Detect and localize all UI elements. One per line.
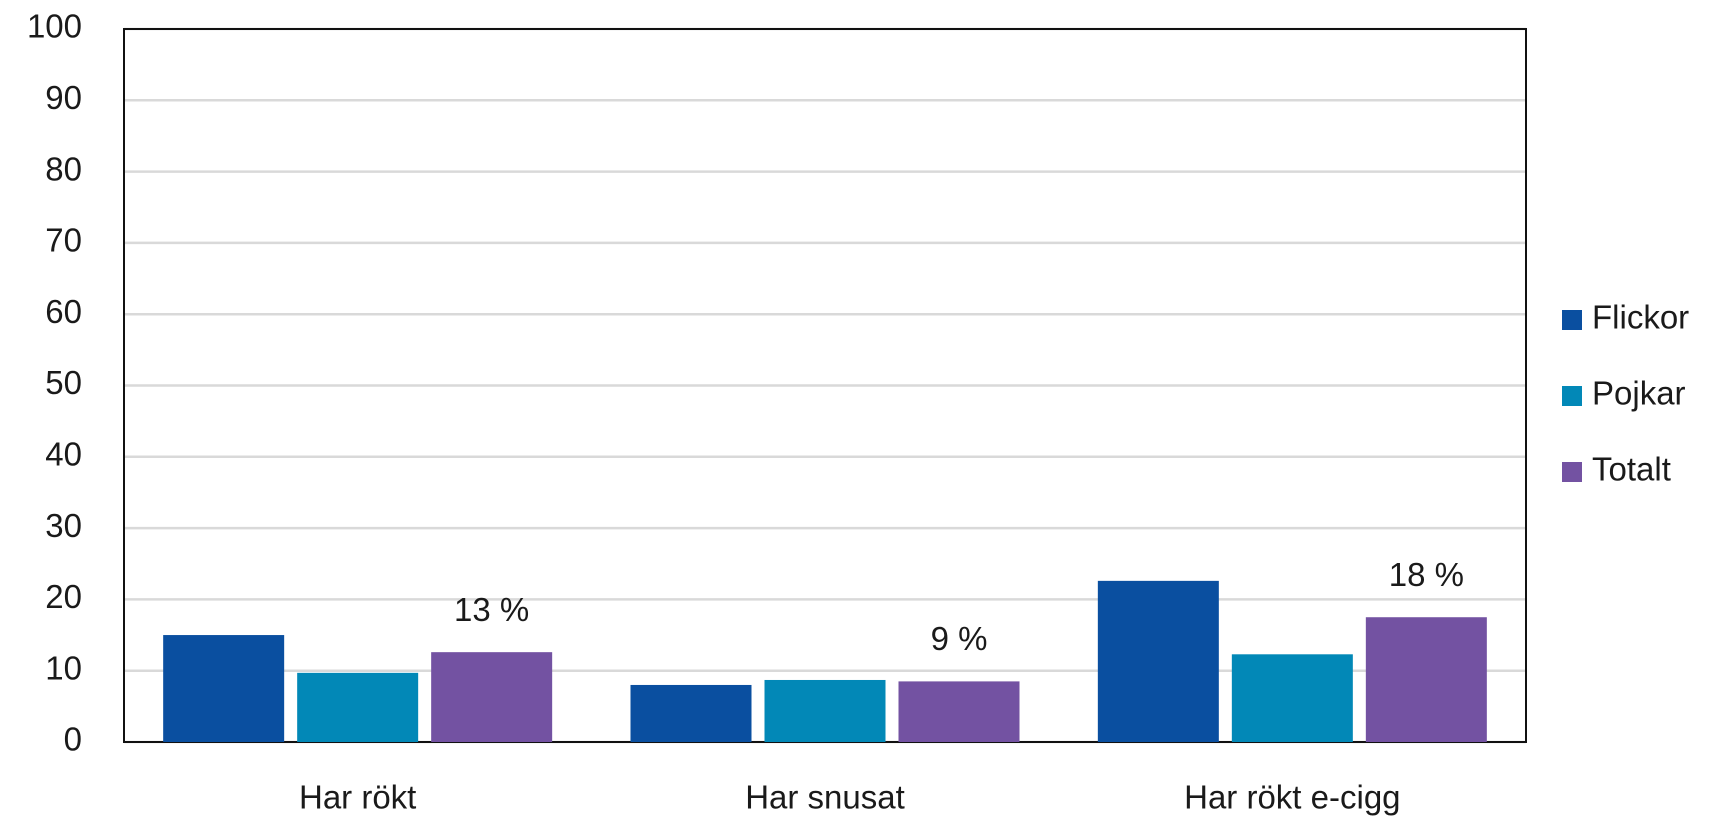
y-tick-label: 10 [45,649,82,686]
y-tick-label: 70 [45,222,82,259]
bar [764,679,886,742]
y-tick-label: 30 [45,507,82,544]
bar [630,684,752,742]
data-label: 9 % [931,620,988,657]
legend-label: Flickor [1592,299,1689,336]
legend-label: Pojkar [1592,375,1686,412]
y-tick-label: 100 [27,8,82,45]
legend-swatch [1562,386,1582,406]
y-tick-label: 40 [45,436,82,473]
bar [898,681,1020,742]
y-tick-label: 80 [45,150,82,187]
bar [163,635,285,742]
y-tick-label: 50 [45,364,82,401]
x-tick-label: Har snusat [745,779,905,816]
bar [1365,617,1487,742]
bar [431,652,553,742]
bar [1231,654,1353,742]
data-label: 13 % [454,591,529,628]
y-tick-label: 0 [64,721,82,758]
legend-label: Totalt [1592,451,1671,488]
x-tick-label: Har rökt [299,779,416,816]
x-tick-label: Har rökt e-cigg [1184,779,1400,816]
legend-swatch [1562,462,1582,482]
legend-swatch [1562,310,1582,330]
data-label: 18 % [1389,556,1464,593]
y-tick-label: 20 [45,578,82,615]
y-tick-label: 90 [45,79,82,116]
bar [297,672,419,742]
y-tick-label: 60 [45,293,82,330]
bar [1097,580,1219,742]
